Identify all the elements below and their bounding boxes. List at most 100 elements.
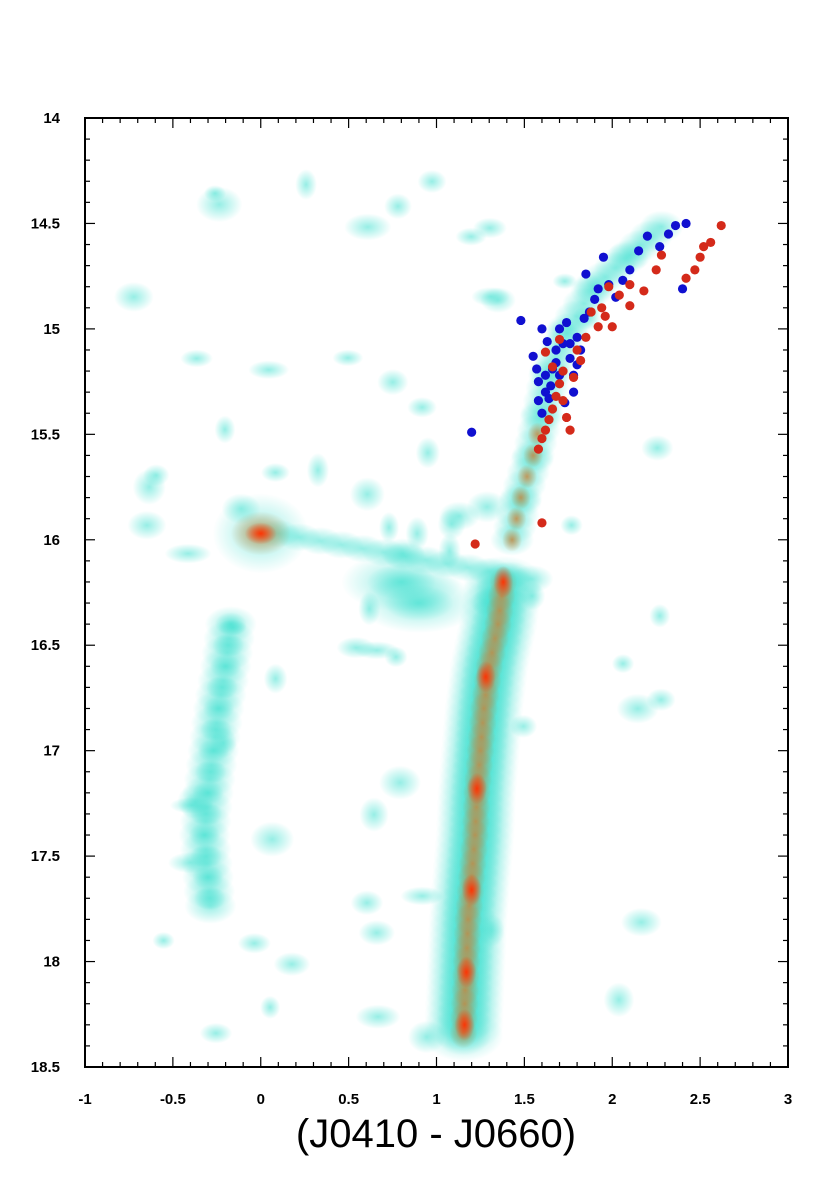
density-blue-sequence	[197, 738, 230, 763]
density-main-sequence-peak	[493, 565, 514, 598]
density-field-blob	[127, 510, 167, 540]
series-layer	[467, 218, 726, 549]
density-blue-sequence	[209, 654, 242, 679]
density-main-sequence-peak	[466, 772, 487, 805]
series-1-point	[537, 324, 547, 334]
series-1-point	[634, 246, 644, 256]
x-tick-label: 1	[432, 1091, 440, 1108]
density-field-blob	[203, 185, 227, 202]
density-field-blob	[378, 511, 400, 544]
series-2-point	[554, 334, 565, 345]
density-field-blob	[560, 515, 583, 536]
y-tick-label: 15.5	[31, 426, 60, 443]
density-blue-sequence	[192, 780, 225, 805]
series-2-point	[607, 322, 617, 332]
series-1-point	[565, 339, 575, 349]
series-1-point	[551, 345, 561, 355]
series-1-point	[528, 351, 538, 361]
density-field-blob	[306, 452, 330, 488]
series-2-point	[681, 273, 691, 283]
density-field-blob	[248, 360, 290, 380]
series-1-point	[598, 252, 609, 262]
density-giant-branch-core	[517, 464, 538, 489]
density-main-sequence-peak	[461, 873, 482, 906]
series-1-point	[568, 387, 579, 397]
x-tick-label: 2	[608, 1091, 616, 1108]
series-1-point	[663, 229, 674, 239]
series-1-point	[565, 353, 575, 364]
density-field-blob	[471, 287, 511, 307]
density-clump-band	[509, 565, 554, 594]
density-field-blob	[164, 543, 212, 564]
series-2-point	[690, 265, 700, 275]
density-field-blob	[378, 765, 422, 800]
series-2-point	[695, 252, 705, 262]
y-tick-label: 16.5	[31, 637, 60, 654]
series-1-point	[554, 324, 565, 334]
density-field-blob	[199, 1022, 233, 1044]
density-blue-sequence	[214, 612, 247, 637]
x-tick-label: 0	[257, 1091, 265, 1108]
series-1-point	[579, 313, 589, 323]
series-2-point	[551, 391, 561, 401]
density-layer	[113, 169, 684, 1062]
series-2-point	[537, 518, 547, 528]
density-field-blob	[358, 920, 395, 946]
series-1-point	[625, 265, 635, 275]
density-field-blob	[415, 437, 440, 469]
series-2-point	[600, 311, 610, 321]
y-tick-label: 14	[43, 110, 60, 127]
density-field-blob	[295, 169, 317, 200]
series-2-point	[576, 355, 586, 366]
series-2-point	[706, 237, 716, 248]
series-1-point	[670, 220, 681, 231]
density-field-blob	[180, 349, 213, 368]
series-1-point	[642, 231, 653, 241]
series-2-point	[537, 433, 547, 444]
density-blue-sequence	[192, 865, 225, 890]
density-field-blob	[113, 281, 154, 312]
density-main-sequence-peak	[454, 1008, 475, 1041]
series-2-point	[651, 265, 661, 275]
density-field-blob	[273, 952, 311, 977]
series-2-point	[558, 366, 568, 376]
y-tick-label: 14.5	[31, 215, 60, 232]
y-tick-label: 17.5	[31, 848, 60, 865]
density-field-blob	[349, 477, 385, 512]
x-tick-label: -0.5	[160, 1091, 186, 1108]
density-subgiant-clump	[383, 585, 454, 622]
series-2-point	[586, 307, 596, 317]
density-field-blob	[649, 603, 671, 628]
density-field-blob	[355, 1004, 401, 1029]
series-2-point	[470, 539, 480, 549]
density-blue-sequence	[194, 759, 227, 784]
density-blue-sequence	[212, 633, 245, 658]
density-field-blob	[417, 169, 447, 194]
density-field-blob	[407, 396, 437, 418]
density-field-blob	[250, 821, 295, 857]
series-1-point	[546, 381, 556, 391]
density-field-blob	[344, 213, 392, 241]
series-1-point	[590, 294, 600, 304]
series-1-point	[618, 275, 628, 285]
series-2-point	[614, 290, 624, 300]
density-field-blob	[359, 797, 389, 832]
density-blue-sequence	[206, 675, 239, 700]
density-field-blob	[354, 641, 400, 660]
density-main-sequence-peak	[475, 660, 496, 693]
series-2-point	[716, 220, 726, 231]
series-2-point	[593, 322, 603, 332]
tick-layer: -1 -0.5 0 0.5 1 1.5 2 2.5 3 14 14.5 15 15.5 16 16.5 17 1…	[31, 110, 792, 1108]
y-tick-label: 18.5	[31, 1059, 60, 1076]
density-field-blob	[237, 932, 271, 954]
series-2-point	[540, 347, 551, 357]
series-1-point	[561, 317, 572, 328]
density-blue-sequence	[188, 823, 221, 848]
x-tick-label: 2.5	[690, 1091, 711, 1108]
density-field-blob	[350, 890, 384, 916]
series-1-point	[681, 218, 691, 229]
density-field-blob	[260, 462, 290, 483]
x-tick-label: 3	[784, 1091, 792, 1108]
density-field-blob	[646, 688, 676, 712]
x-tick-label: 0.5	[338, 1091, 359, 1108]
